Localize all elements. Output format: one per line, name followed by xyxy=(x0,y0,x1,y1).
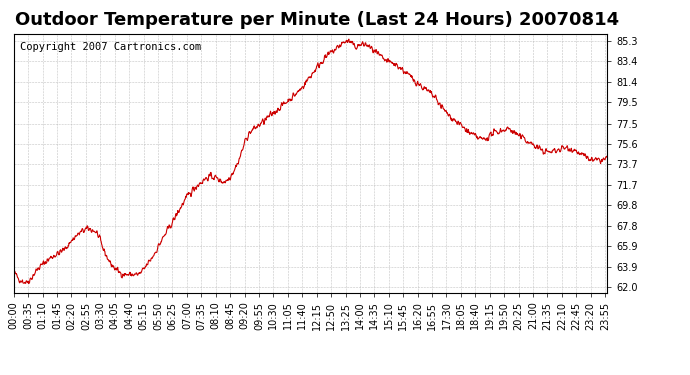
Text: Outdoor Temperature per Minute (Last 24 Hours) 20070814: Outdoor Temperature per Minute (Last 24 … xyxy=(15,11,620,29)
Text: Copyright 2007 Cartronics.com: Copyright 2007 Cartronics.com xyxy=(20,42,201,51)
